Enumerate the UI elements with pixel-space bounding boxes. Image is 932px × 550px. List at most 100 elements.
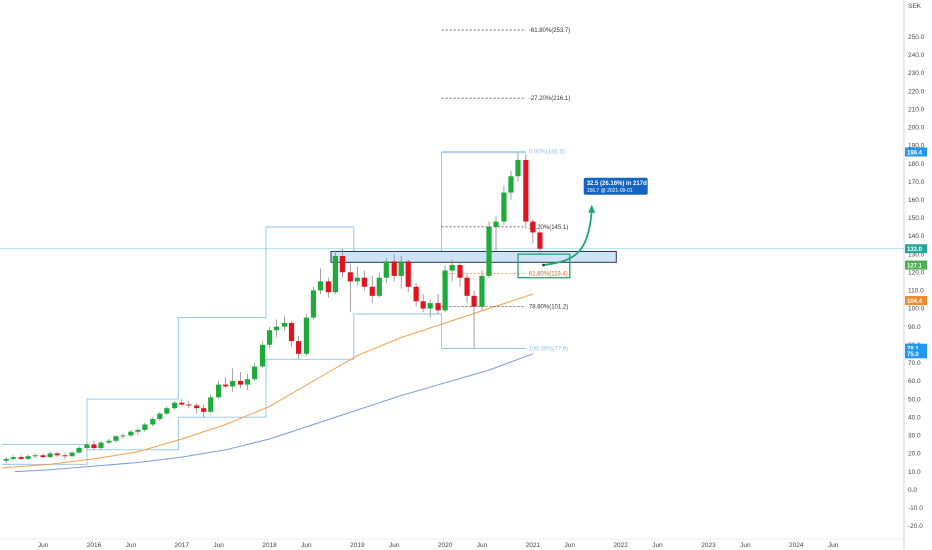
- y-tick-label: 0.0: [908, 487, 917, 494]
- price-badge: [905, 260, 927, 270]
- y-tick-label: 20.0: [908, 451, 921, 458]
- candle-body: [383, 261, 389, 278]
- y-tick-label: 60.0: [908, 378, 921, 385]
- target-box: [517, 253, 571, 279]
- y-tick-label: 70.0: [908, 360, 921, 367]
- price-badge: [905, 296, 927, 306]
- candle-body: [98, 442, 104, 449]
- fib-level-label: 0.00%(186.6): [529, 150, 565, 156]
- candle-body: [369, 286, 375, 296]
- candle-body: [413, 286, 419, 302]
- y-tick-label: -20.0: [908, 523, 923, 530]
- projection-label-box: [583, 177, 648, 195]
- candle-body: [157, 413, 163, 420]
- x-tick-label: Jun: [213, 542, 224, 549]
- candle-body: [47, 453, 53, 458]
- y-tick-label: 110.0: [908, 288, 924, 295]
- y-tick-label: 180.0: [908, 161, 925, 168]
- y-tick-label: 170.0: [908, 179, 925, 186]
- candle-body: [420, 301, 426, 309]
- fib-level-label: -27.20%(216.1): [529, 96, 570, 102]
- projection-arrowhead: [588, 204, 596, 213]
- y-tick-label: 100.0: [908, 306, 925, 313]
- candle-body: [530, 221, 536, 233]
- projection-label: 32.5 (26.16%) in 217d: [587, 181, 647, 187]
- x-tick-label: 2024: [789, 542, 804, 549]
- candle-body: [252, 366, 258, 380]
- y-tick-label: 10.0: [908, 469, 921, 476]
- x-tick-label: 2019: [350, 542, 365, 549]
- currency-label: SEK: [908, 3, 922, 10]
- candle-body: [216, 384, 222, 398]
- y-tick-label: 140.0: [908, 233, 925, 240]
- y-tick-label: 200.0: [908, 125, 925, 132]
- y-tick-label: 50.0: [908, 396, 921, 403]
- candle-body: [259, 344, 266, 367]
- candle-body: [471, 295, 477, 307]
- candle-body: [442, 270, 448, 311]
- candle-body: [179, 402, 185, 405]
- candle-body: [435, 303, 441, 311]
- ma-blue-line: [14, 353, 534, 473]
- candle-body: [317, 281, 324, 291]
- y-tick-label: 130.0: [908, 251, 925, 258]
- price-badge-label: 75.0: [907, 352, 919, 358]
- channel-upper-line: [1, 152, 526, 445]
- y-tick-label: 240.0: [908, 52, 925, 59]
- candle-body: [106, 440, 112, 443]
- x-tick-label: 2021: [526, 542, 541, 549]
- x-tick-label: Jun: [38, 542, 49, 549]
- candle-body: [128, 431, 134, 436]
- candle-body: [10, 457, 16, 459]
- x-tick-label: Jun: [652, 542, 663, 549]
- candle-body: [537, 232, 543, 249]
- y-tick-label: 120.0: [908, 269, 925, 276]
- y-tick-label: 90.0: [908, 324, 921, 331]
- candle-body: [325, 281, 331, 293]
- y-tick-label: 160.0: [908, 197, 925, 204]
- candle-body: [266, 330, 273, 345]
- y-tick-label: 30.0: [908, 433, 921, 440]
- x-tick-label: 2023: [701, 542, 716, 549]
- candle-body: [427, 303, 433, 309]
- candle-body: [62, 455, 68, 457]
- ma-orange-line: [1, 293, 534, 469]
- candle-body: [54, 453, 60, 456]
- candle-body: [486, 226, 492, 276]
- candle-body: [310, 290, 317, 318]
- x-tick-label: Jun: [389, 542, 400, 549]
- candle-body: [223, 384, 229, 387]
- candle-body: [32, 455, 38, 457]
- candle-body: [376, 277, 382, 296]
- fib-level-label: 61.80%(119.4): [529, 271, 568, 277]
- y-tick-label: 150.0: [908, 215, 925, 222]
- candle-body: [339, 255, 346, 273]
- fibonacci-levels: -61.80%(253.7) -27.20%(216.1) 0.00%(186.6)…: [441, 28, 570, 353]
- candle-body: [201, 408, 207, 412]
- candle-body: [288, 323, 295, 342]
- candle-body: [186, 404, 192, 406]
- candle-body: [230, 380, 236, 387]
- fib-level-label: 100.00%(77.9): [529, 347, 568, 353]
- candle-body: [281, 323, 288, 327]
- price-badge-label: 133.0: [907, 247, 923, 253]
- candle-body: [295, 341, 302, 354]
- fib-level-label: 38.20%(145.1): [529, 225, 568, 231]
- price-badge-label: 104.4: [907, 299, 923, 305]
- candle-body: [142, 424, 148, 430]
- candle-body: [493, 221, 499, 227]
- candle-body: [391, 261, 397, 276]
- channel-lines: [1, 152, 526, 465]
- candle-body: [25, 456, 31, 459]
- candle-body: [354, 277, 360, 282]
- candle-body: [150, 419, 156, 425]
- y-tick-label: 250.0: [908, 34, 925, 41]
- support-zone-rect: [330, 250, 617, 263]
- candle-body: [208, 397, 214, 412]
- x-tick-label: Jun: [565, 542, 576, 549]
- candle-body: [457, 265, 463, 278]
- candle-body: [449, 265, 455, 271]
